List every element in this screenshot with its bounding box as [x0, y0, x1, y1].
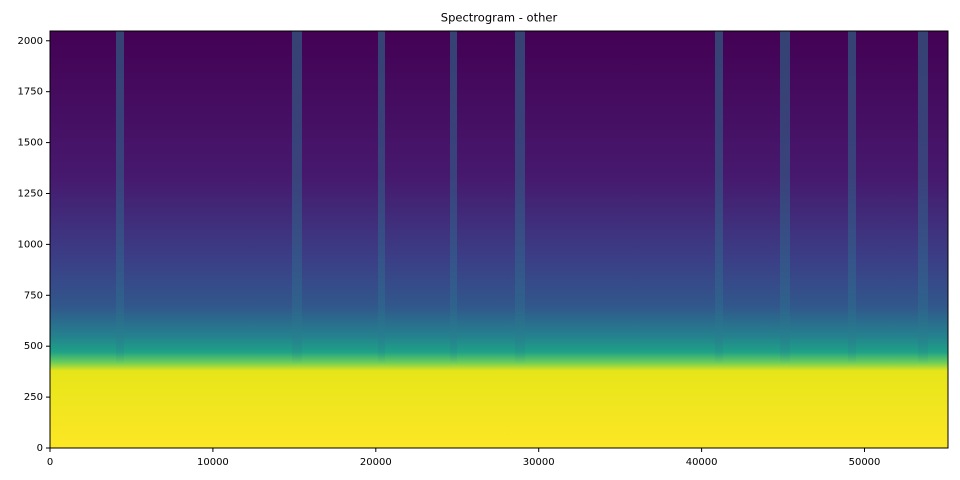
y-tick-label: 250 — [24, 392, 43, 403]
y-tick-label: 1750 — [18, 87, 43, 98]
spectrogram-image — [50, 31, 948, 448]
plot-frame — [49, 30, 949, 449]
x-tick-label: 40000 — [686, 457, 718, 468]
y-tick-label: 1250 — [18, 188, 43, 199]
x-tick-label: 30000 — [523, 457, 555, 468]
chart-title: Spectrogram - other — [441, 11, 558, 25]
y-tick-label: 0 — [37, 443, 43, 454]
y-tick-label: 500 — [24, 341, 43, 352]
y-tick-label: 750 — [24, 290, 43, 301]
y-tick-label: 2000 — [18, 36, 43, 47]
x-tick-label: 50000 — [849, 457, 881, 468]
x-tick-label: 20000 — [360, 457, 392, 468]
y-tick-label: 1000 — [18, 239, 43, 250]
y-tick-label: 1500 — [18, 138, 43, 149]
x-tick-label: 0 — [47, 457, 53, 468]
spectrogram-texture — [116, 31, 928, 448]
x-tick-label: 10000 — [197, 457, 229, 468]
